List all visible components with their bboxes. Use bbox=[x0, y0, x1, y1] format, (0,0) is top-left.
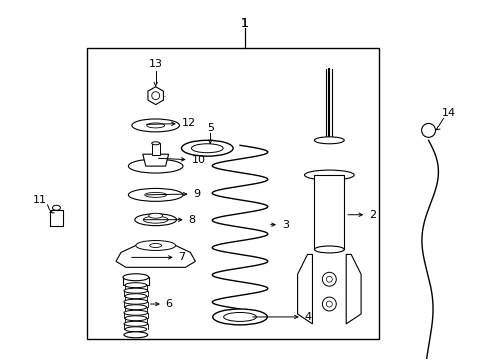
Ellipse shape bbox=[314, 137, 344, 144]
Ellipse shape bbox=[128, 159, 183, 173]
Text: 2: 2 bbox=[347, 210, 375, 220]
Ellipse shape bbox=[223, 312, 256, 321]
Circle shape bbox=[325, 301, 332, 307]
Ellipse shape bbox=[132, 119, 179, 132]
Ellipse shape bbox=[212, 309, 267, 325]
Text: 1: 1 bbox=[241, 17, 248, 30]
Ellipse shape bbox=[123, 310, 147, 315]
Ellipse shape bbox=[146, 123, 164, 128]
Polygon shape bbox=[346, 255, 360, 324]
Ellipse shape bbox=[124, 305, 146, 310]
Ellipse shape bbox=[191, 144, 223, 153]
Ellipse shape bbox=[124, 316, 146, 321]
Polygon shape bbox=[116, 246, 195, 267]
Text: 11: 11 bbox=[33, 195, 46, 205]
Text: 3: 3 bbox=[270, 220, 288, 230]
Text: 7: 7 bbox=[131, 252, 185, 262]
Ellipse shape bbox=[124, 327, 146, 332]
Ellipse shape bbox=[122, 274, 148, 281]
Text: 6: 6 bbox=[150, 299, 172, 309]
Polygon shape bbox=[142, 154, 168, 166]
Ellipse shape bbox=[136, 240, 175, 251]
Ellipse shape bbox=[52, 205, 61, 210]
Text: 8: 8 bbox=[143, 215, 195, 225]
Text: 13: 13 bbox=[148, 59, 163, 69]
Ellipse shape bbox=[128, 188, 183, 201]
Circle shape bbox=[322, 272, 336, 286]
Text: 5: 5 bbox=[206, 123, 213, 134]
Text: 4: 4 bbox=[252, 312, 311, 322]
Bar bbox=[122, 277, 148, 285]
Circle shape bbox=[322, 297, 336, 311]
Ellipse shape bbox=[144, 192, 166, 197]
Circle shape bbox=[151, 92, 160, 100]
Bar bbox=[314, 175, 344, 249]
Polygon shape bbox=[297, 255, 312, 324]
Circle shape bbox=[325, 276, 332, 282]
Ellipse shape bbox=[135, 214, 176, 226]
Ellipse shape bbox=[314, 246, 344, 253]
Bar bbox=[87, 48, 378, 339]
Bar bbox=[151, 143, 160, 155]
Ellipse shape bbox=[123, 299, 147, 304]
Text: 14: 14 bbox=[441, 108, 454, 117]
Ellipse shape bbox=[149, 243, 162, 247]
Text: 9: 9 bbox=[146, 189, 200, 199]
Ellipse shape bbox=[123, 332, 147, 338]
Bar bbox=[49, 210, 63, 226]
Text: 10: 10 bbox=[158, 155, 205, 165]
Ellipse shape bbox=[123, 288, 147, 293]
Ellipse shape bbox=[124, 294, 146, 299]
Polygon shape bbox=[148, 87, 163, 105]
Ellipse shape bbox=[304, 170, 353, 180]
Ellipse shape bbox=[148, 213, 163, 218]
Ellipse shape bbox=[143, 216, 168, 223]
Ellipse shape bbox=[151, 142, 160, 145]
Text: 1: 1 bbox=[241, 17, 248, 30]
Ellipse shape bbox=[124, 283, 146, 288]
Text: 12: 12 bbox=[146, 118, 195, 129]
Circle shape bbox=[421, 123, 435, 137]
Ellipse shape bbox=[123, 321, 147, 326]
Ellipse shape bbox=[181, 140, 233, 156]
